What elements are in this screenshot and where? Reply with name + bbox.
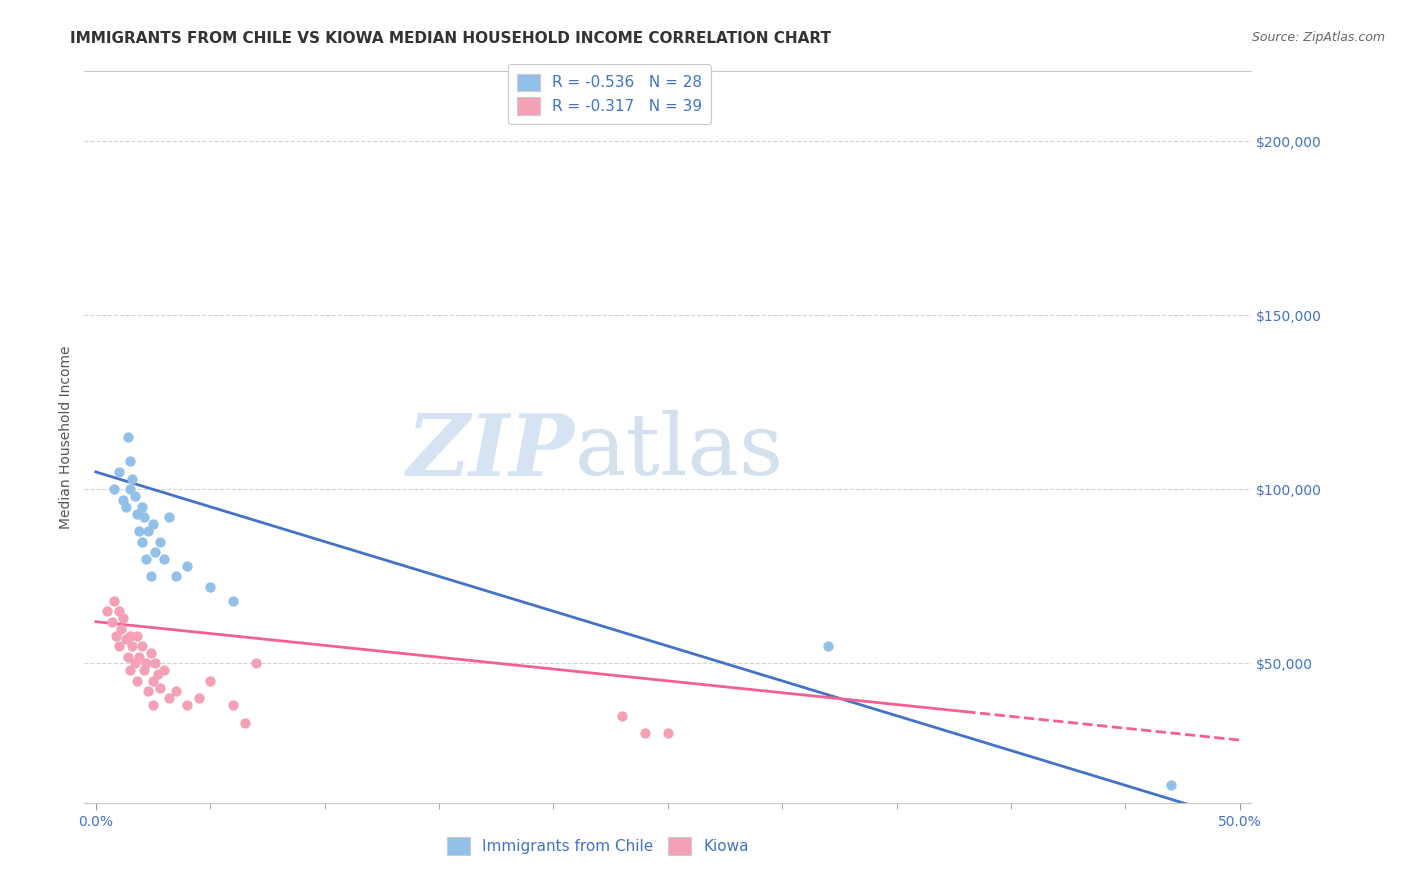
Point — [124, 657, 146, 671]
Point — [117, 430, 139, 444]
Point — [657, 726, 679, 740]
Point — [142, 673, 165, 688]
Point — [143, 545, 166, 559]
Point — [96, 604, 118, 618]
Point — [222, 594, 245, 608]
Point — [200, 673, 222, 688]
Point — [817, 639, 839, 653]
Point — [1160, 778, 1182, 792]
Point — [157, 510, 180, 524]
Point — [112, 611, 135, 625]
Point — [176, 698, 198, 713]
Point — [121, 639, 143, 653]
Point — [153, 552, 176, 566]
Text: atlas: atlas — [575, 410, 783, 493]
Point — [125, 673, 148, 688]
Point — [131, 639, 153, 653]
Point — [138, 524, 160, 538]
Text: Source: ZipAtlas.com: Source: ZipAtlas.com — [1251, 31, 1385, 45]
Point — [245, 657, 267, 671]
Point — [157, 691, 180, 706]
Point — [149, 681, 172, 695]
Point — [112, 492, 135, 507]
Point — [110, 622, 132, 636]
Legend: Immigrants from Chile, Kiowa: Immigrants from Chile, Kiowa — [440, 831, 755, 861]
Point — [165, 684, 187, 698]
Point — [120, 629, 142, 643]
Point — [103, 483, 125, 497]
Point — [121, 472, 143, 486]
Point — [125, 629, 148, 643]
Point — [117, 649, 139, 664]
Point — [120, 483, 142, 497]
Point — [105, 629, 128, 643]
Point — [135, 552, 157, 566]
Point — [131, 534, 153, 549]
Point — [107, 604, 129, 618]
Point — [128, 524, 150, 538]
Point — [138, 684, 160, 698]
Point — [610, 708, 633, 723]
Text: IMMIGRANTS FROM CHILE VS KIOWA MEDIAN HOUSEHOLD INCOME CORRELATION CHART: IMMIGRANTS FROM CHILE VS KIOWA MEDIAN HO… — [70, 31, 831, 46]
Point — [103, 594, 125, 608]
Point — [124, 489, 146, 503]
Point — [139, 569, 162, 583]
Text: ZIP: ZIP — [406, 410, 575, 493]
Point — [120, 454, 142, 468]
Y-axis label: Median Household Income: Median Household Income — [59, 345, 73, 529]
Point — [131, 500, 153, 514]
Point — [125, 507, 148, 521]
Point — [107, 639, 129, 653]
Point — [120, 664, 142, 678]
Point — [114, 500, 136, 514]
Point — [146, 667, 169, 681]
Point — [187, 691, 209, 706]
Point — [107, 465, 129, 479]
Point — [101, 615, 124, 629]
Point — [233, 715, 256, 730]
Point — [222, 698, 245, 713]
Point — [176, 558, 198, 573]
Point — [153, 664, 176, 678]
Point — [132, 664, 155, 678]
Point — [143, 657, 166, 671]
Point — [142, 517, 165, 532]
Point — [132, 510, 155, 524]
Point — [135, 657, 157, 671]
Point — [142, 698, 165, 713]
Point — [200, 580, 222, 594]
Point — [114, 632, 136, 646]
Point — [139, 646, 162, 660]
Point — [634, 726, 657, 740]
Point — [128, 649, 150, 664]
Point — [165, 569, 187, 583]
Point — [149, 534, 172, 549]
